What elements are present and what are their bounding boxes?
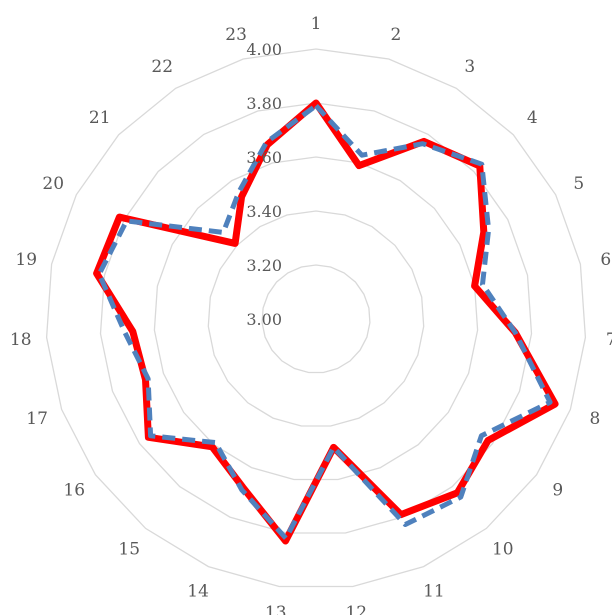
- category-label-17: 17: [26, 409, 48, 429]
- series-line-1: [93, 99, 559, 545]
- tick-label: 3.20: [246, 256, 282, 275]
- category-label-5: 5: [573, 174, 584, 194]
- category-label-4: 4: [527, 108, 538, 128]
- category-label-11: 11: [423, 582, 445, 602]
- category-label-21: 21: [89, 108, 111, 128]
- grid-ring-4.00: [45, 48, 587, 588]
- category-label-14: 14: [187, 582, 209, 602]
- category-label-1: 1: [311, 14, 322, 34]
- category-label-16: 16: [63, 481, 85, 501]
- tick-label: 3.00: [246, 310, 282, 329]
- category-label-15: 15: [118, 540, 140, 560]
- category-label-8: 8: [589, 409, 600, 429]
- grid-ring-3.80: [99, 102, 533, 534]
- category-label-9: 9: [552, 481, 563, 501]
- tick-label: 4.00: [246, 40, 282, 59]
- category-label-13: 13: [265, 603, 287, 615]
- category-label-18: 18: [10, 330, 32, 350]
- grid-ring-3.60: [153, 156, 479, 481]
- radar-series: [93, 99, 559, 545]
- category-label-3: 3: [464, 57, 475, 77]
- category-label-6: 6: [600, 250, 611, 270]
- grid-ring-3.20: [261, 264, 371, 374]
- category-label-20: 20: [42, 174, 64, 194]
- tick-label: 3.40: [246, 202, 282, 221]
- category-label-22: 22: [151, 57, 173, 77]
- radial-tick-labels: 3.00 3.20 3.40 3.60 3.80 4.00: [246, 40, 282, 329]
- series-line-2: [96, 103, 553, 541]
- category-label-19: 19: [15, 250, 37, 270]
- grid-ring-3.40: [207, 210, 425, 427]
- tick-label: 3.60: [246, 148, 282, 167]
- tick-label: 3.80: [246, 94, 282, 113]
- category-label-23: 23: [225, 25, 247, 45]
- category-label-10: 10: [492, 540, 514, 560]
- category-label-12: 12: [345, 603, 367, 615]
- category-label-7: 7: [606, 330, 612, 350]
- category-label-2: 2: [390, 25, 401, 45]
